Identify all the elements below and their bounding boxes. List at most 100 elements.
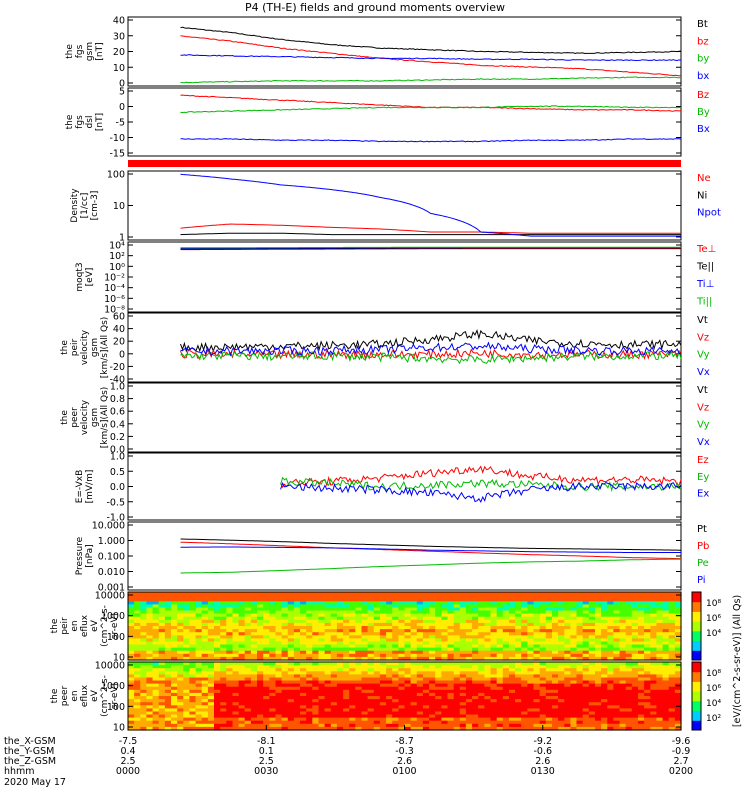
heatmap-cell [570,644,578,649]
heatmap-cell [570,635,578,639]
heatmap-cell [379,595,387,599]
heatmap-cell [269,671,276,675]
heatmap-cell [638,689,645,694]
heatmap-cell [318,720,326,725]
heatmap-cell [158,632,166,636]
heatmap-cell [238,638,246,643]
heatmap-cell [164,699,172,703]
heatmap-cell [330,689,338,694]
heatmap-cell [539,635,547,639]
series-Vx [180,341,682,357]
heatmap-cell [158,686,166,691]
heatmap-cell [416,626,424,630]
heatmap-cell [619,705,627,709]
heatmap-cell [349,616,356,621]
heatmap-cell [496,683,504,688]
heatmap-cell [570,708,578,713]
heatmap-cell [453,604,461,609]
heatmap-cell [177,708,184,713]
heatmap-cell [472,607,479,612]
heatmap-cell [207,708,215,713]
heatmap-cell [662,720,670,725]
heatmap-cell [164,647,172,652]
heatmap-cell [244,714,252,719]
heatmap-cell [644,668,651,672]
heatmap-cell [214,720,221,725]
heatmap-cell [527,711,535,716]
heatmap-cell [158,610,166,615]
heatmap-cell [410,641,418,646]
heatmap-cell [226,626,233,630]
heatmap-cell [631,656,639,661]
heatmap-cell [214,683,221,688]
heatmap-cell [343,598,350,602]
heatmap-cell [588,711,596,716]
heatmap-cell [539,607,547,612]
heatmap-cell [607,726,614,731]
heatmap-cell [576,641,584,646]
y-tick-label: 0.0 [110,482,125,493]
heatmap-cell [146,619,154,624]
heatmap-cell [435,683,442,688]
heatmap-cell [263,607,270,612]
heatmap-cell [386,696,393,700]
heatmap-cell [300,680,307,685]
heatmap-cell [281,686,289,691]
heatmap-cell [226,601,233,605]
heatmap-cell [515,705,522,709]
heatmap-cell [422,607,430,612]
heatmap-cell [668,714,676,719]
heatmap-cell [220,601,227,605]
heatmap-cell [459,677,467,682]
heatmap-cell [201,647,209,652]
heatmap-cell [484,638,492,643]
y-tick-label: 10⁰ [109,262,125,273]
heatmap-cell [496,726,504,731]
heatmap-cell [662,680,670,685]
heatmap-cell [238,674,246,679]
heatmap-cell [619,607,627,612]
heatmap-cell [527,683,535,688]
heatmap-cell [459,717,467,722]
heatmap-cell [158,680,166,685]
heatmap-cell [558,632,565,636]
heatmap-cell [564,616,571,621]
heatmap-cell [631,595,639,599]
heatmap-cell [558,598,565,602]
heatmap-cell [490,671,498,675]
heatmap-cell [373,705,381,709]
heatmap-cell [668,662,676,666]
heatmap-cell [386,629,393,633]
heatmap-cell [152,726,160,731]
heatmap-cell [140,644,147,649]
heatmap-cell [607,705,614,709]
heatmap-cell [189,671,197,675]
heatmap-cell [472,610,479,615]
heatmap-cell [275,622,283,627]
heatmap-cell [201,607,209,612]
heatmap-cell [429,692,436,697]
heatmap-cell [631,711,639,716]
heatmap-cell [324,656,332,661]
heatmap-cell [484,680,492,685]
heatmap-cell [435,717,442,722]
heatmap-cell [674,616,682,621]
heatmap-cell [533,720,541,725]
heatmap-cell [287,616,295,621]
heatmap-cell [214,677,221,682]
heatmap-cell [361,723,369,728]
heatmap-cell [570,647,578,652]
heatmap-cell [521,650,528,655]
heatmap-cell [263,683,270,688]
heatmap-cell [472,692,479,697]
heatmap-cell [300,662,307,666]
heatmap-cell [220,680,227,685]
heatmap-cell [146,601,154,605]
heatmap-cell [656,629,664,633]
heatmap-cell [398,616,406,621]
heatmap-cell [674,720,682,725]
heatmap-cell [502,613,510,618]
heatmap-cell [275,592,283,596]
heatmap-cell [177,702,184,706]
heatmap-cell [607,720,614,725]
